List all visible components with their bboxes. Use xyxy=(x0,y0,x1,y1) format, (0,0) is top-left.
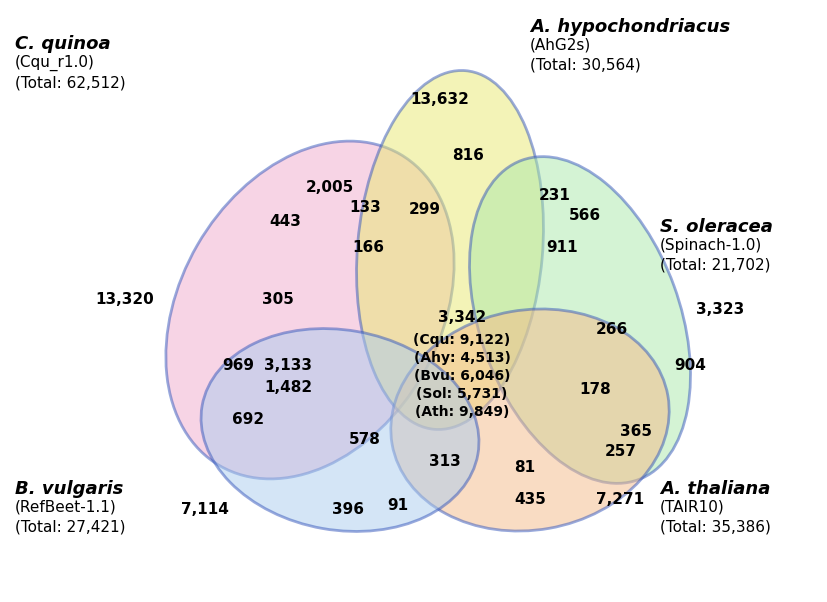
Text: 435: 435 xyxy=(514,492,546,507)
Text: (Total: 21,702): (Total: 21,702) xyxy=(660,258,771,273)
Text: 566: 566 xyxy=(569,208,601,223)
Text: B. vulgaris: B. vulgaris xyxy=(15,480,123,498)
Text: 692: 692 xyxy=(232,412,264,427)
Ellipse shape xyxy=(201,329,479,532)
Text: (Bvu: 6,046): (Bvu: 6,046) xyxy=(414,369,510,383)
Text: 1,482: 1,482 xyxy=(264,380,312,396)
Text: (Total: 62,512): (Total: 62,512) xyxy=(15,75,126,90)
Text: 81: 81 xyxy=(514,459,536,474)
Text: 2,005: 2,005 xyxy=(306,181,354,196)
Text: 443: 443 xyxy=(269,214,301,229)
Ellipse shape xyxy=(166,141,454,479)
Text: 13,320: 13,320 xyxy=(96,293,155,308)
Text: 13,632: 13,632 xyxy=(410,93,470,108)
Text: (Cqu: 9,122): (Cqu: 9,122) xyxy=(414,333,510,347)
Text: 133: 133 xyxy=(349,200,381,216)
Text: A. hypochondriacus: A. hypochondriacus xyxy=(530,18,730,36)
Text: (Total: 35,386): (Total: 35,386) xyxy=(660,520,771,535)
Text: 178: 178 xyxy=(579,382,611,397)
Text: (Spinach-1.0): (Spinach-1.0) xyxy=(660,238,762,253)
Text: (AhG2s): (AhG2s) xyxy=(530,38,591,53)
Text: 911: 911 xyxy=(546,241,578,255)
Text: (Total: 27,421): (Total: 27,421) xyxy=(15,520,126,535)
Text: 313: 313 xyxy=(429,455,461,470)
Text: 365: 365 xyxy=(620,424,652,439)
Text: 3,323: 3,323 xyxy=(696,302,744,317)
Text: A. thaliana: A. thaliana xyxy=(660,480,771,498)
Text: 396: 396 xyxy=(332,503,364,518)
Ellipse shape xyxy=(470,157,691,483)
Text: 299: 299 xyxy=(409,202,441,217)
Text: (Sol: 5,731): (Sol: 5,731) xyxy=(416,387,508,401)
Text: 3,133: 3,133 xyxy=(264,358,312,373)
Text: 7,271: 7,271 xyxy=(596,492,644,507)
Text: 266: 266 xyxy=(596,323,629,338)
Text: 7,114: 7,114 xyxy=(181,503,229,518)
Text: (Ath: 9,849): (Ath: 9,849) xyxy=(415,405,509,419)
Text: (Cqu_r1.0): (Cqu_r1.0) xyxy=(15,55,95,71)
Text: 816: 816 xyxy=(452,147,484,163)
Text: (TAIR10): (TAIR10) xyxy=(660,500,724,515)
Text: 166: 166 xyxy=(352,241,384,255)
Text: 3,342: 3,342 xyxy=(437,311,486,326)
Text: 257: 257 xyxy=(605,444,637,459)
Text: 305: 305 xyxy=(262,293,294,308)
Text: 91: 91 xyxy=(387,497,409,512)
Text: C. quinoa: C. quinoa xyxy=(15,35,111,53)
Text: (Total: 30,564): (Total: 30,564) xyxy=(530,58,641,73)
Text: 578: 578 xyxy=(349,432,381,447)
Ellipse shape xyxy=(356,70,543,429)
Text: (Ahy: 4,513): (Ahy: 4,513) xyxy=(414,351,510,365)
Text: 969: 969 xyxy=(222,358,254,373)
Text: (RefBeet-1.1): (RefBeet-1.1) xyxy=(15,500,117,515)
Text: 231: 231 xyxy=(539,187,571,202)
Text: 904: 904 xyxy=(674,358,706,373)
Ellipse shape xyxy=(391,309,669,531)
Text: S. oleracea: S. oleracea xyxy=(660,218,773,236)
